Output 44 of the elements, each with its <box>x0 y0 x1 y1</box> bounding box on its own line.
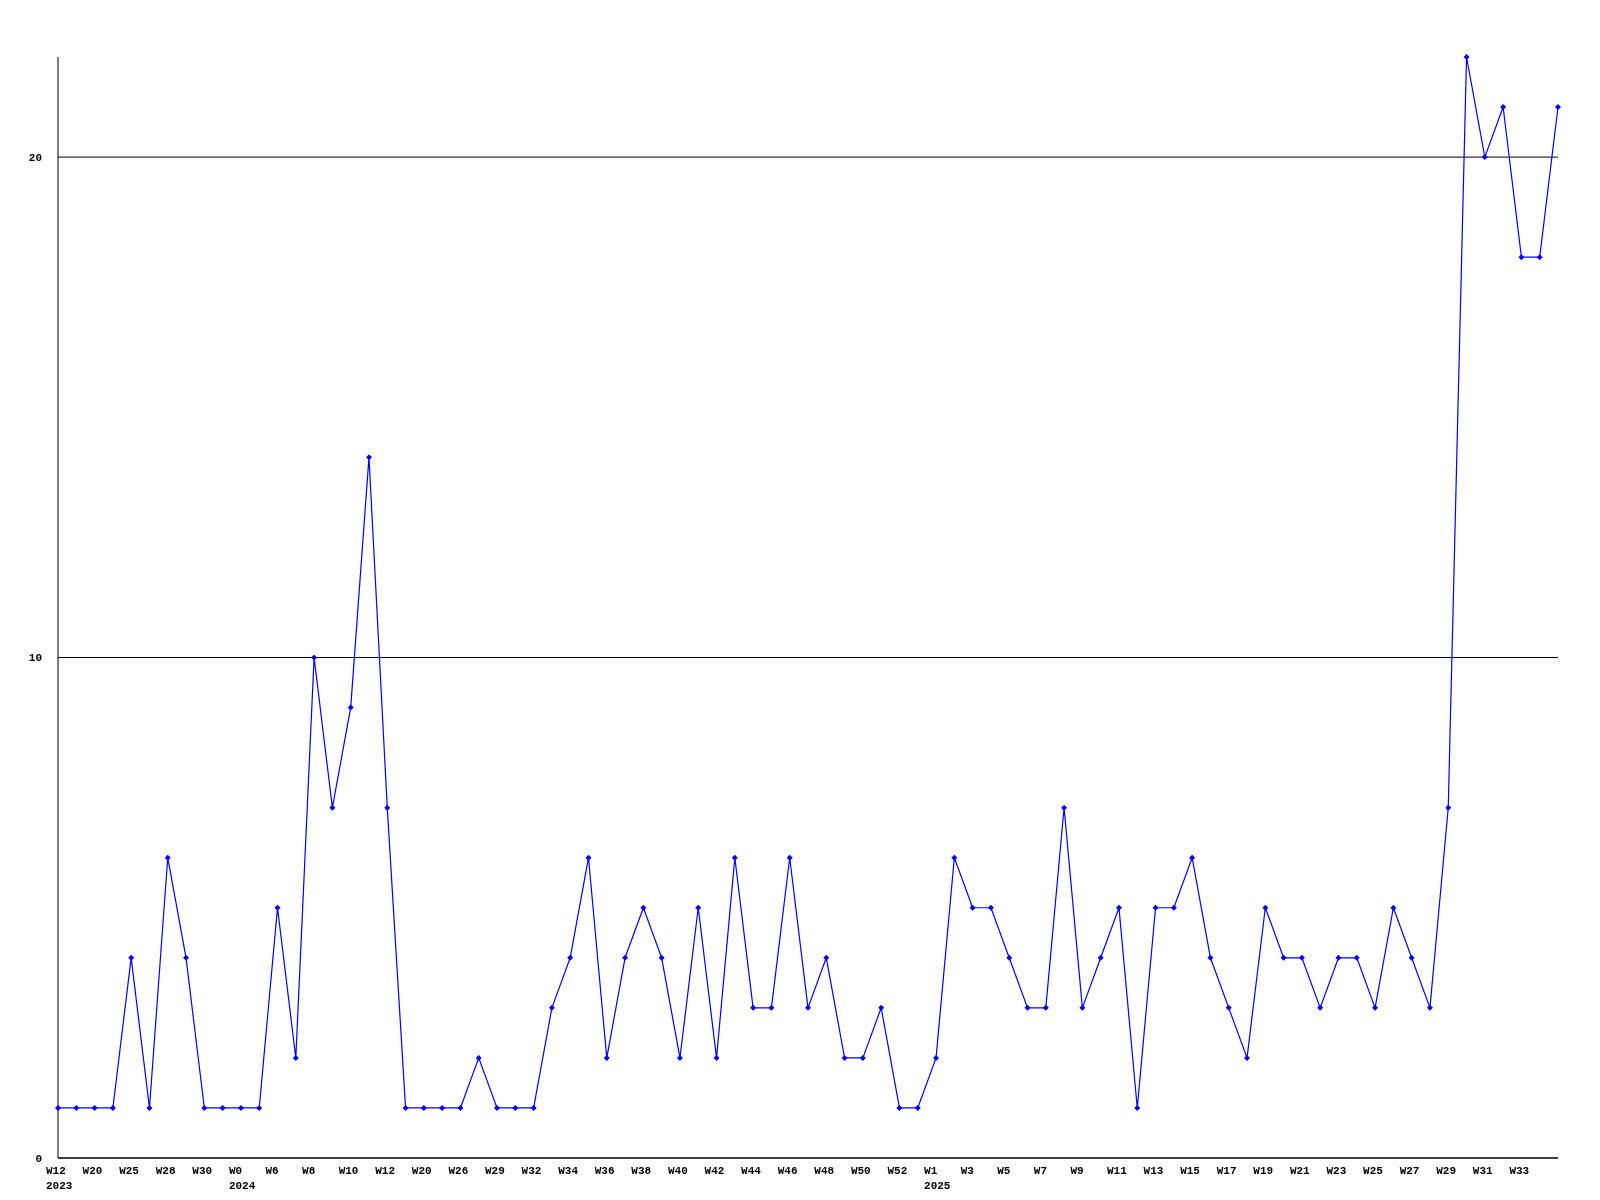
x-tick-label: W19 <box>1253 1165 1274 1177</box>
x-tick-label: W10 <box>338 1165 359 1177</box>
x-tick-label: W40 <box>667 1165 688 1177</box>
x-tick-label: W6 <box>265 1165 279 1177</box>
x-tick-label: W42 <box>704 1165 725 1177</box>
x-tick-label: W29 <box>485 1165 505 1177</box>
x-tick-label: W31 <box>1472 1165 1494 1177</box>
x-tick-label: W20 <box>411 1165 432 1177</box>
x-tick-label: W25 <box>1363 1165 1384 1177</box>
x-tick-label: W52 <box>887 1165 908 1177</box>
x-tick-label: W12 <box>375 1165 396 1177</box>
x-tick-label: W33 <box>1509 1165 1530 1177</box>
x-tick-label: W30 <box>192 1165 213 1177</box>
x-tick-label: W20 <box>82 1165 103 1177</box>
x-tick-label: W50 <box>850 1165 871 1177</box>
x-tick-label: W32 <box>521 1165 542 1177</box>
x-tick-label: W7 <box>1033 1165 1048 1177</box>
x-tick-label: W13 <box>1143 1165 1164 1177</box>
x-tick-label: W25 <box>119 1165 140 1177</box>
x-tick-label: W21 <box>1289 1165 1311 1177</box>
x-tick-label: W46 <box>777 1165 798 1177</box>
x-tick-label: W12 2023 <box>46 1165 73 1192</box>
x-tick-label: W9 <box>1070 1165 1084 1177</box>
x-tick-label: W1 2025 <box>924 1165 951 1192</box>
x-tick-label: W36 <box>594 1165 615 1177</box>
x-tick-label: W5 <box>997 1165 1011 1177</box>
x-tick-label: W23 <box>1326 1165 1347 1177</box>
x-tick-label: W26 <box>448 1165 469 1177</box>
x-tick-label: W44 <box>741 1165 762 1177</box>
x-tick-label: W3 <box>960 1165 975 1177</box>
x-tick-label: W27 <box>1399 1165 1420 1177</box>
x-tick-label: W17 <box>1216 1165 1237 1177</box>
x-tick-label: W38 <box>631 1165 652 1177</box>
x-tick-label: W15 <box>1180 1165 1201 1177</box>
x-tick-label: W29 <box>1436 1165 1457 1177</box>
x-tick-label: W48 <box>814 1165 835 1177</box>
x-tick-label: W11 <box>1106 1165 1128 1177</box>
y-tick-label: 0 <box>35 1152 42 1165</box>
x-tick-label: W28 <box>155 1165 176 1177</box>
x-tick-label: W0 2024 <box>228 1165 256 1192</box>
y-tick-label: 20 <box>28 151 42 164</box>
x-tick-label: W34 <box>558 1165 579 1177</box>
y-tick-label: 10 <box>28 652 42 665</box>
x-tick-label: W8 <box>302 1165 316 1177</box>
